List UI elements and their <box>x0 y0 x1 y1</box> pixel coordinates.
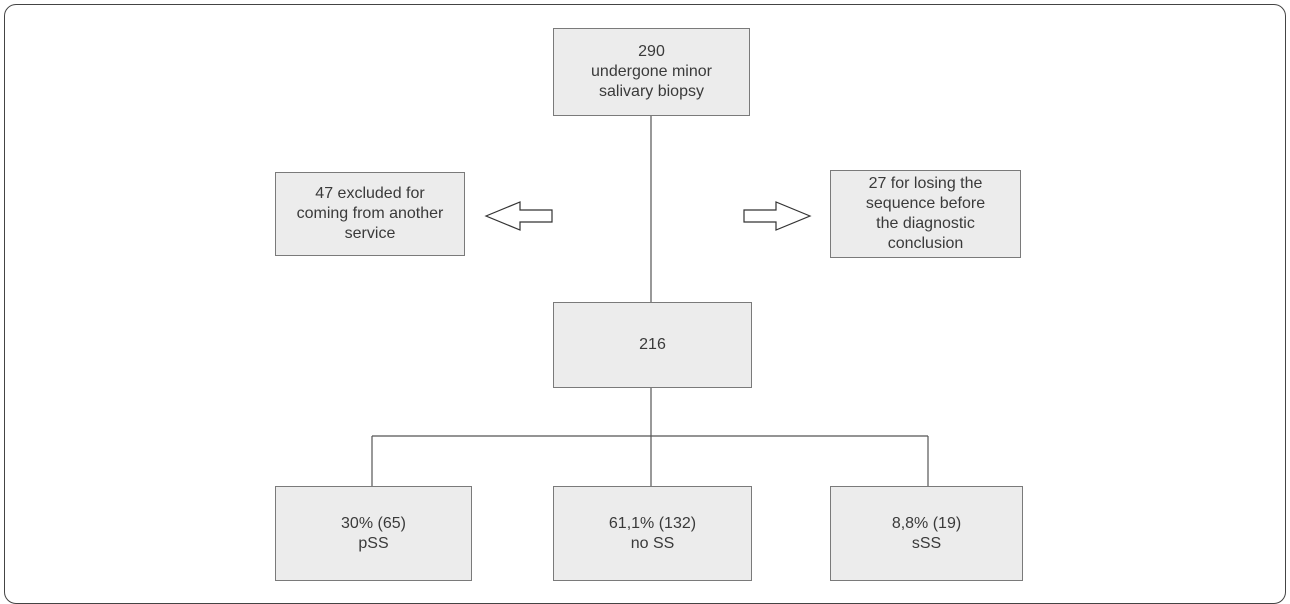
connectors <box>371 116 929 486</box>
node-left-line-3: service <box>344 225 396 242</box>
node-right-line-3: the diagnostic <box>876 215 975 232</box>
node-top-biopsy: 290 undergone minor salivary biopsy <box>553 28 750 116</box>
node-right-line-1: 27 for losing the <box>868 175 983 192</box>
arrow-right-icon <box>743 201 812 231</box>
node-result-sss: 8,8% (19) sSS <box>830 486 1023 581</box>
node-top-line-1: 290 <box>638 43 665 60</box>
node-middle: 216 <box>553 302 752 388</box>
node-pss-value: 30% (65) <box>341 514 406 532</box>
node-pss-label: pSS <box>358 534 389 552</box>
node-excluded-right: 27 for losing the sequence before the di… <box>830 170 1021 258</box>
node-sss-value: 8,8% (19) <box>891 514 962 532</box>
node-middle-value: 216 <box>639 336 666 353</box>
node-result-noss: 61,1% (132) no SS <box>553 486 752 581</box>
node-top-line-3: salivary biopsy <box>599 83 704 100</box>
node-sss-label: sSS <box>911 534 942 552</box>
node-result-pss: 30% (65) pSS <box>275 486 472 581</box>
node-left-line-1: 47 excluded for <box>315 185 425 202</box>
node-top-line-2: undergone minor <box>591 63 712 80</box>
node-right-line-4: conclusion <box>887 235 964 252</box>
arrow-left-icon <box>484 201 553 231</box>
node-right-line-2: sequence before <box>865 195 986 212</box>
node-noss-label: no SS <box>630 534 675 552</box>
node-noss-value: 61,1% (132) <box>608 514 697 532</box>
node-left-line-2: coming from another <box>296 205 444 222</box>
node-excluded-left: 47 excluded for coming from another serv… <box>275 172 465 256</box>
